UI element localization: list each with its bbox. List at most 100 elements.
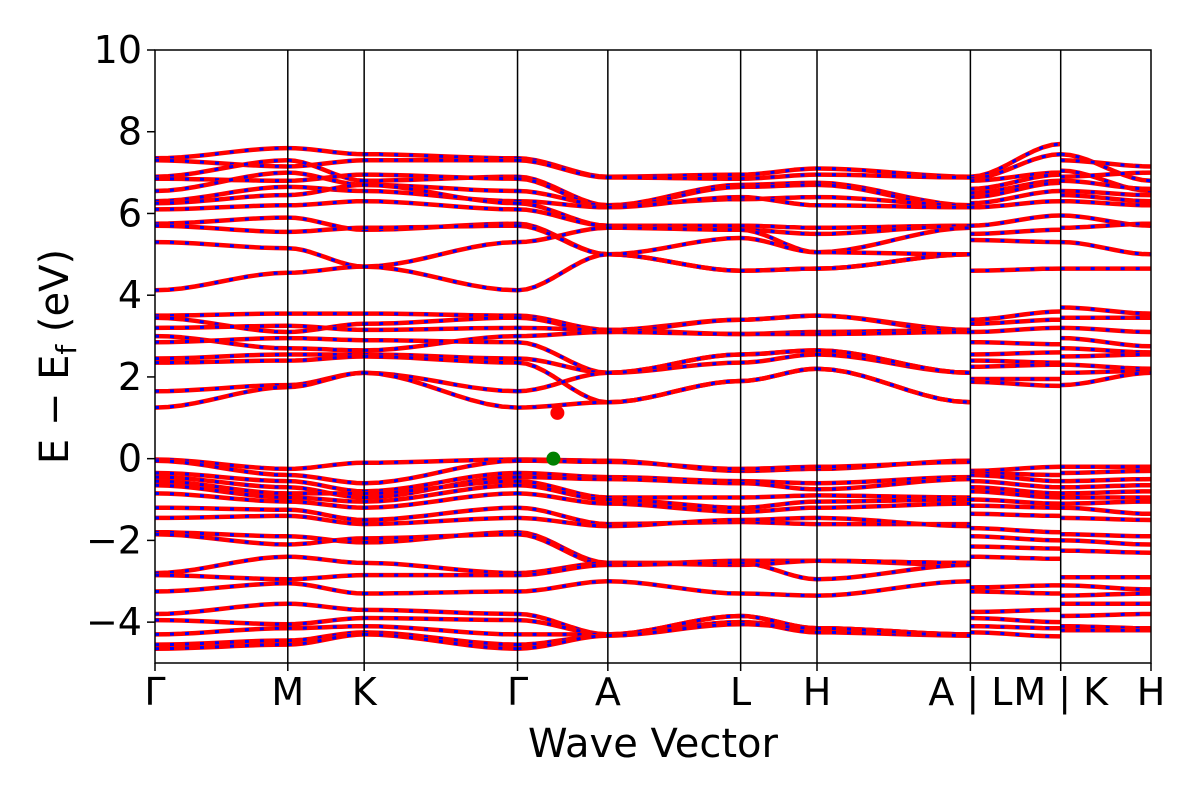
band-line-up-s1-b15 bbox=[287, 346, 365, 353]
band-line-up-s5-b13 bbox=[740, 313, 818, 322]
band-line-up-s1-b6 bbox=[287, 182, 365, 198]
y-axis-label-main: E − E bbox=[32, 355, 78, 465]
band-line-down-s8-b17 bbox=[1060, 353, 1151, 358]
band-line-down-s6-b9 bbox=[816, 252, 971, 271]
band-line-down-s6-b33 bbox=[816, 563, 971, 581]
y-tick-label-4: 2 bbox=[118, 355, 142, 399]
x-tick-label-4: A bbox=[595, 670, 621, 714]
band-line-down-s7-b7 bbox=[970, 199, 1061, 209]
band-line-down-s1-b9 bbox=[287, 226, 365, 234]
band-line-up-s0-b30 bbox=[154, 529, 288, 539]
band-line-down-s2-b35 bbox=[364, 608, 518, 616]
band-line-down-s8-b28 bbox=[1060, 506, 1152, 516]
band-line-down-s2-b25 bbox=[364, 479, 518, 495]
band-line-down-s7-b11 bbox=[970, 267, 1061, 273]
band-line-up-s4-b9 bbox=[607, 252, 741, 273]
band-line-down-s1-b16 bbox=[287, 336, 365, 342]
band-line-down-s7-b13 bbox=[970, 318, 1061, 326]
band-line-down-s7-b32 bbox=[970, 545, 1061, 551]
band-line-down-s7-b38 bbox=[970, 624, 1061, 630]
band-line-down-s8-b5 bbox=[1060, 189, 1152, 197]
band-line-down-s8-b4 bbox=[1060, 179, 1152, 191]
x-tick-label-7: A | L bbox=[928, 670, 1012, 715]
band-line-up-s0-b17 bbox=[154, 352, 288, 361]
band-line-down-s5-b25 bbox=[740, 493, 818, 499]
band-line-down-s2-b20 bbox=[364, 371, 518, 410]
band-line-up-s1-b22 bbox=[287, 472, 365, 486]
band-line-up-s5-b9 bbox=[740, 266, 818, 273]
band-line-down-s6-b15 bbox=[817, 330, 971, 336]
band-line-down-s2-b17 bbox=[364, 353, 518, 360]
band-line-down-s8-b3 bbox=[1060, 171, 1152, 179]
band-line-up-s0-b1 bbox=[154, 158, 288, 169]
band-line-down-s5-b28 bbox=[740, 520, 818, 526]
band-line-up-s1-b0 bbox=[287, 145, 365, 157]
band-line-up-s4-b15 bbox=[607, 329, 741, 337]
bands-layer bbox=[154, 141, 1152, 651]
band-line-up-s0-b29 bbox=[155, 513, 288, 521]
band-line-down-s3-b33 bbox=[517, 563, 608, 577]
band-line-down-s5-b4 bbox=[740, 195, 818, 201]
band-line-up-s0-b34 bbox=[154, 581, 288, 594]
band-line-down-s7-b17 bbox=[970, 359, 1061, 365]
band-line-up-s4-b27 bbox=[607, 501, 741, 515]
band-line-down-s1-b1 bbox=[287, 158, 365, 168]
band-line-up-s0-b22 bbox=[154, 458, 288, 478]
band-line-down-s3-b27 bbox=[517, 491, 608, 506]
band-line-up-s0-b33 bbox=[154, 572, 288, 582]
band-line-down-s7-b21 bbox=[970, 465, 1061, 473]
band-line-down-s3-b3 bbox=[517, 177, 608, 209]
band-line-down-s7-b37 bbox=[970, 616, 1061, 624]
band-line-down-s3-b10 bbox=[517, 226, 608, 244]
band-line-up-s5-b11 bbox=[740, 235, 818, 255]
band-line-down-s1-b32 bbox=[287, 555, 365, 565]
y-tick-label-3: 4 bbox=[118, 273, 142, 317]
band-line-down-s6-b39 bbox=[816, 626, 971, 638]
band-line-up-s0-b4 bbox=[154, 170, 288, 194]
y-tick-label-1: 8 bbox=[118, 110, 142, 154]
band-line-down-s6-b0 bbox=[816, 167, 971, 179]
band-line-up-s4-b10 bbox=[607, 225, 741, 233]
band-line-up-s4-b22 bbox=[607, 459, 741, 472]
band-line-down-s3-b15 bbox=[517, 330, 608, 338]
band-line-down-s6-b11 bbox=[817, 250, 971, 256]
band-line-down-s8-b12 bbox=[1060, 306, 1152, 316]
band-line-up-s1-b9 bbox=[287, 225, 365, 235]
band-line-down-s1-b3 bbox=[287, 173, 365, 183]
band-line-down-s8-b0 bbox=[1060, 152, 1152, 183]
x-axis-label: Wave Vector bbox=[528, 721, 779, 767]
band-line-down-s8-b37 bbox=[1060, 612, 1151, 618]
x-tick-label-3: Γ bbox=[507, 670, 528, 714]
band-line-up-s0-b5 bbox=[154, 184, 288, 204]
band-line-down-s3-b18 bbox=[517, 361, 608, 404]
band-line-down-s2-b14 bbox=[364, 326, 518, 332]
band-line-down-s3-b20 bbox=[517, 400, 608, 410]
band-line-down-s1-b0 bbox=[287, 146, 365, 156]
band-line-down-s2-b36 bbox=[364, 616, 518, 622]
band-line-down-s7-b3 bbox=[970, 173, 1061, 191]
band-line-up-s5-b3 bbox=[740, 182, 817, 190]
band-line-up-s1-b34 bbox=[287, 581, 365, 596]
band-line-up-s4-b20 bbox=[607, 378, 741, 405]
band-line-up-s1-b33 bbox=[287, 572, 365, 582]
band-line-down-s1-b21 bbox=[287, 461, 365, 471]
band-line-down-s5-b39 bbox=[740, 622, 818, 630]
y-tick-label-7: −4 bbox=[86, 600, 142, 644]
band-line-down-s7-b2 bbox=[970, 171, 1061, 183]
band-line-down-s2-b29 bbox=[364, 516, 518, 526]
band-line-down-s5-b32 bbox=[740, 559, 818, 567]
band-line-down-s2-b9 bbox=[364, 224, 518, 230]
band-line-down-s2-b4 bbox=[364, 183, 518, 193]
band-line-down-s1-b18 bbox=[287, 355, 365, 363]
band-line-up-s1-b28 bbox=[287, 507, 365, 523]
band-line-down-s2-b10 bbox=[364, 240, 518, 269]
band-line-up-s5-b17 bbox=[740, 352, 818, 365]
band-line-down-s7-b39 bbox=[970, 630, 1061, 638]
band-line-down-s5-b24 bbox=[740, 481, 818, 491]
y-axis-label-unit: (eV) bbox=[32, 249, 78, 345]
band-line-down-s7-b35 bbox=[970, 590, 1061, 595]
band-line-up-s0-b6 bbox=[154, 192, 288, 206]
band-line-up-s0-b25 bbox=[154, 478, 288, 496]
band-line-down-s3-b39 bbox=[517, 634, 608, 651]
